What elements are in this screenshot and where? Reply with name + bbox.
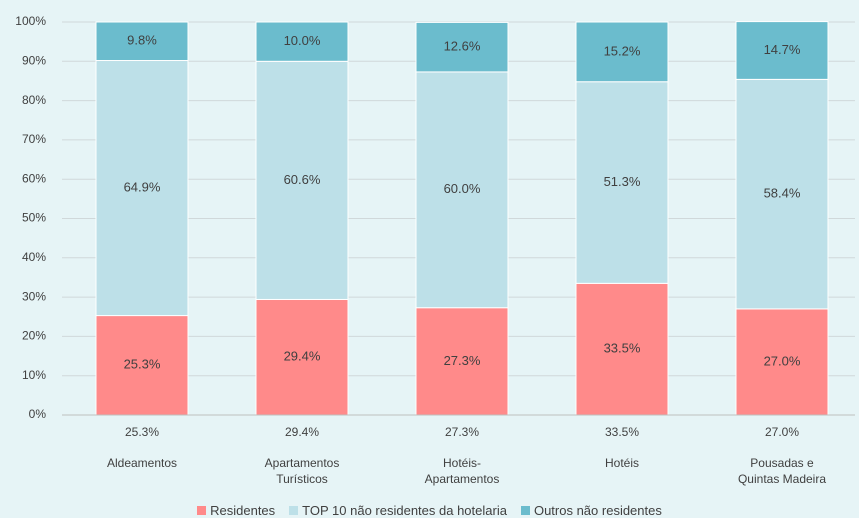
data-label: 51.3%	[604, 174, 641, 189]
data-label: 12.6%	[444, 39, 481, 54]
legend-item: Outros não residentes	[520, 503, 662, 518]
data-label: 9.8%	[127, 33, 157, 48]
data-label: 58.4%	[764, 186, 801, 201]
y-tick-label: 10%	[22, 368, 46, 382]
legend-label: Outros não residentes	[533, 503, 662, 518]
legend: Residentes TOP 10 não residentes da hotel…	[0, 503, 859, 518]
data-label: 29.4%	[284, 349, 321, 364]
data-label: 14.7%	[764, 42, 801, 57]
data-label: 33.5%	[604, 341, 641, 356]
bar-segment	[255, 60, 349, 300]
bar-segment	[575, 21, 669, 83]
bar-segment	[415, 71, 509, 309]
data-label: 27.0%	[764, 353, 801, 368]
y-tick-label: 20%	[22, 329, 46, 343]
legend-item: TOP 10 não residentes da hotelaria	[289, 503, 507, 518]
y-tick-label: 40%	[22, 250, 46, 264]
x-tick-label: Apartamentos Turísticos	[264, 456, 340, 486]
bar-segment	[415, 307, 509, 416]
data-label: 64.9%	[124, 179, 161, 194]
x-tick-label: Pousadas e Quintas Madeira	[737, 456, 827, 486]
total-label: 29.4%	[285, 425, 319, 439]
bar-segment	[415, 21, 509, 73]
total-label: 27.0%	[765, 425, 799, 439]
y-tick-label: 30%	[22, 289, 46, 303]
bar-segment	[95, 315, 189, 416]
legend-item: Residentes	[197, 503, 275, 518]
total-label: 33.5%	[605, 425, 639, 439]
data-label: 10.0%	[284, 33, 321, 48]
legend-swatch	[520, 506, 530, 515]
data-label: 25.3%	[124, 357, 161, 372]
legend-swatch	[289, 506, 299, 515]
legend-swatch	[197, 506, 207, 515]
y-tick-label: 80%	[22, 93, 46, 107]
data-label: 60.6%	[284, 172, 321, 187]
bar-segment	[255, 21, 349, 62]
x-tick-label: Hotéis-Apartamentos	[424, 456, 500, 486]
legend-label: TOP 10 não residentes da hotelaria	[302, 503, 507, 518]
total-label: 25.3%	[125, 425, 159, 439]
x-tick-label: Hotéis	[604, 456, 639, 470]
y-tick-label: 50%	[22, 211, 46, 225]
data-label: 60.0%	[444, 181, 481, 196]
y-tick-label: 100%	[15, 14, 46, 28]
bar-segment	[575, 81, 669, 284]
bar-segment	[95, 21, 189, 62]
y-tick-label: 60%	[22, 171, 46, 185]
x-tick-label: Aldeamentos	[106, 456, 178, 470]
total-label: 27.3%	[445, 425, 479, 439]
bar-segment	[575, 282, 669, 416]
y-tick-label: 70%	[22, 132, 46, 146]
bar-segment	[735, 78, 829, 310]
bar-segment	[735, 21, 829, 80]
data-label: 15.2%	[604, 43, 641, 58]
bar-segment	[95, 60, 189, 317]
y-tick-label: 90%	[22, 53, 46, 67]
bar-segment	[735, 308, 829, 416]
bar-segment	[255, 298, 349, 416]
legend-label: Residentes	[210, 503, 276, 518]
y-tick-label: 0%	[29, 407, 47, 421]
data-label: 27.3%	[444, 353, 481, 368]
